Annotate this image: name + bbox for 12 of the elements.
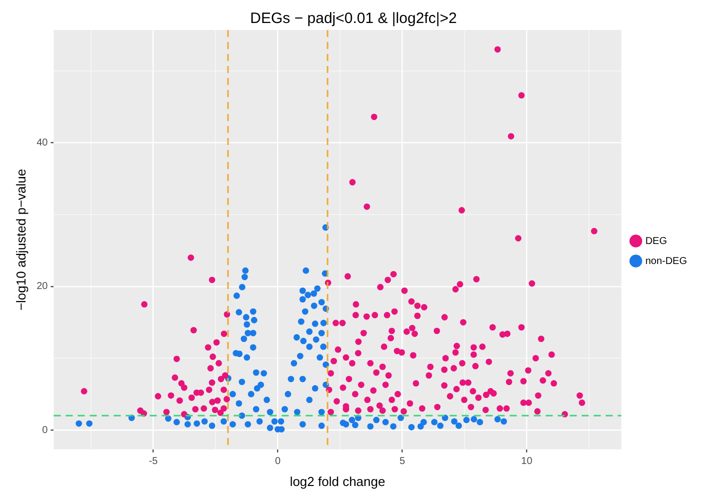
x-tick-label: 0 [274, 456, 281, 468]
legend-label: DEG [645, 236, 668, 247]
y-tick-label: 20 [36, 281, 48, 292]
x-axis-title: log2 fold change [290, 474, 386, 489]
y-axis-title: −log10 adjusted p−value [13, 168, 28, 311]
x-tick-label: -5 [148, 456, 158, 468]
y-tick-label: 40 [36, 138, 48, 148]
x-tick-label: 5 [399, 456, 406, 468]
y-tick-label: 0 [42, 424, 48, 436]
chart-title: DEGs − padj<0.01 & |log2fc|>2 [250, 10, 457, 28]
x-tick-label: 10 [521, 456, 533, 468]
legend-label: non-DEG [645, 256, 688, 267]
